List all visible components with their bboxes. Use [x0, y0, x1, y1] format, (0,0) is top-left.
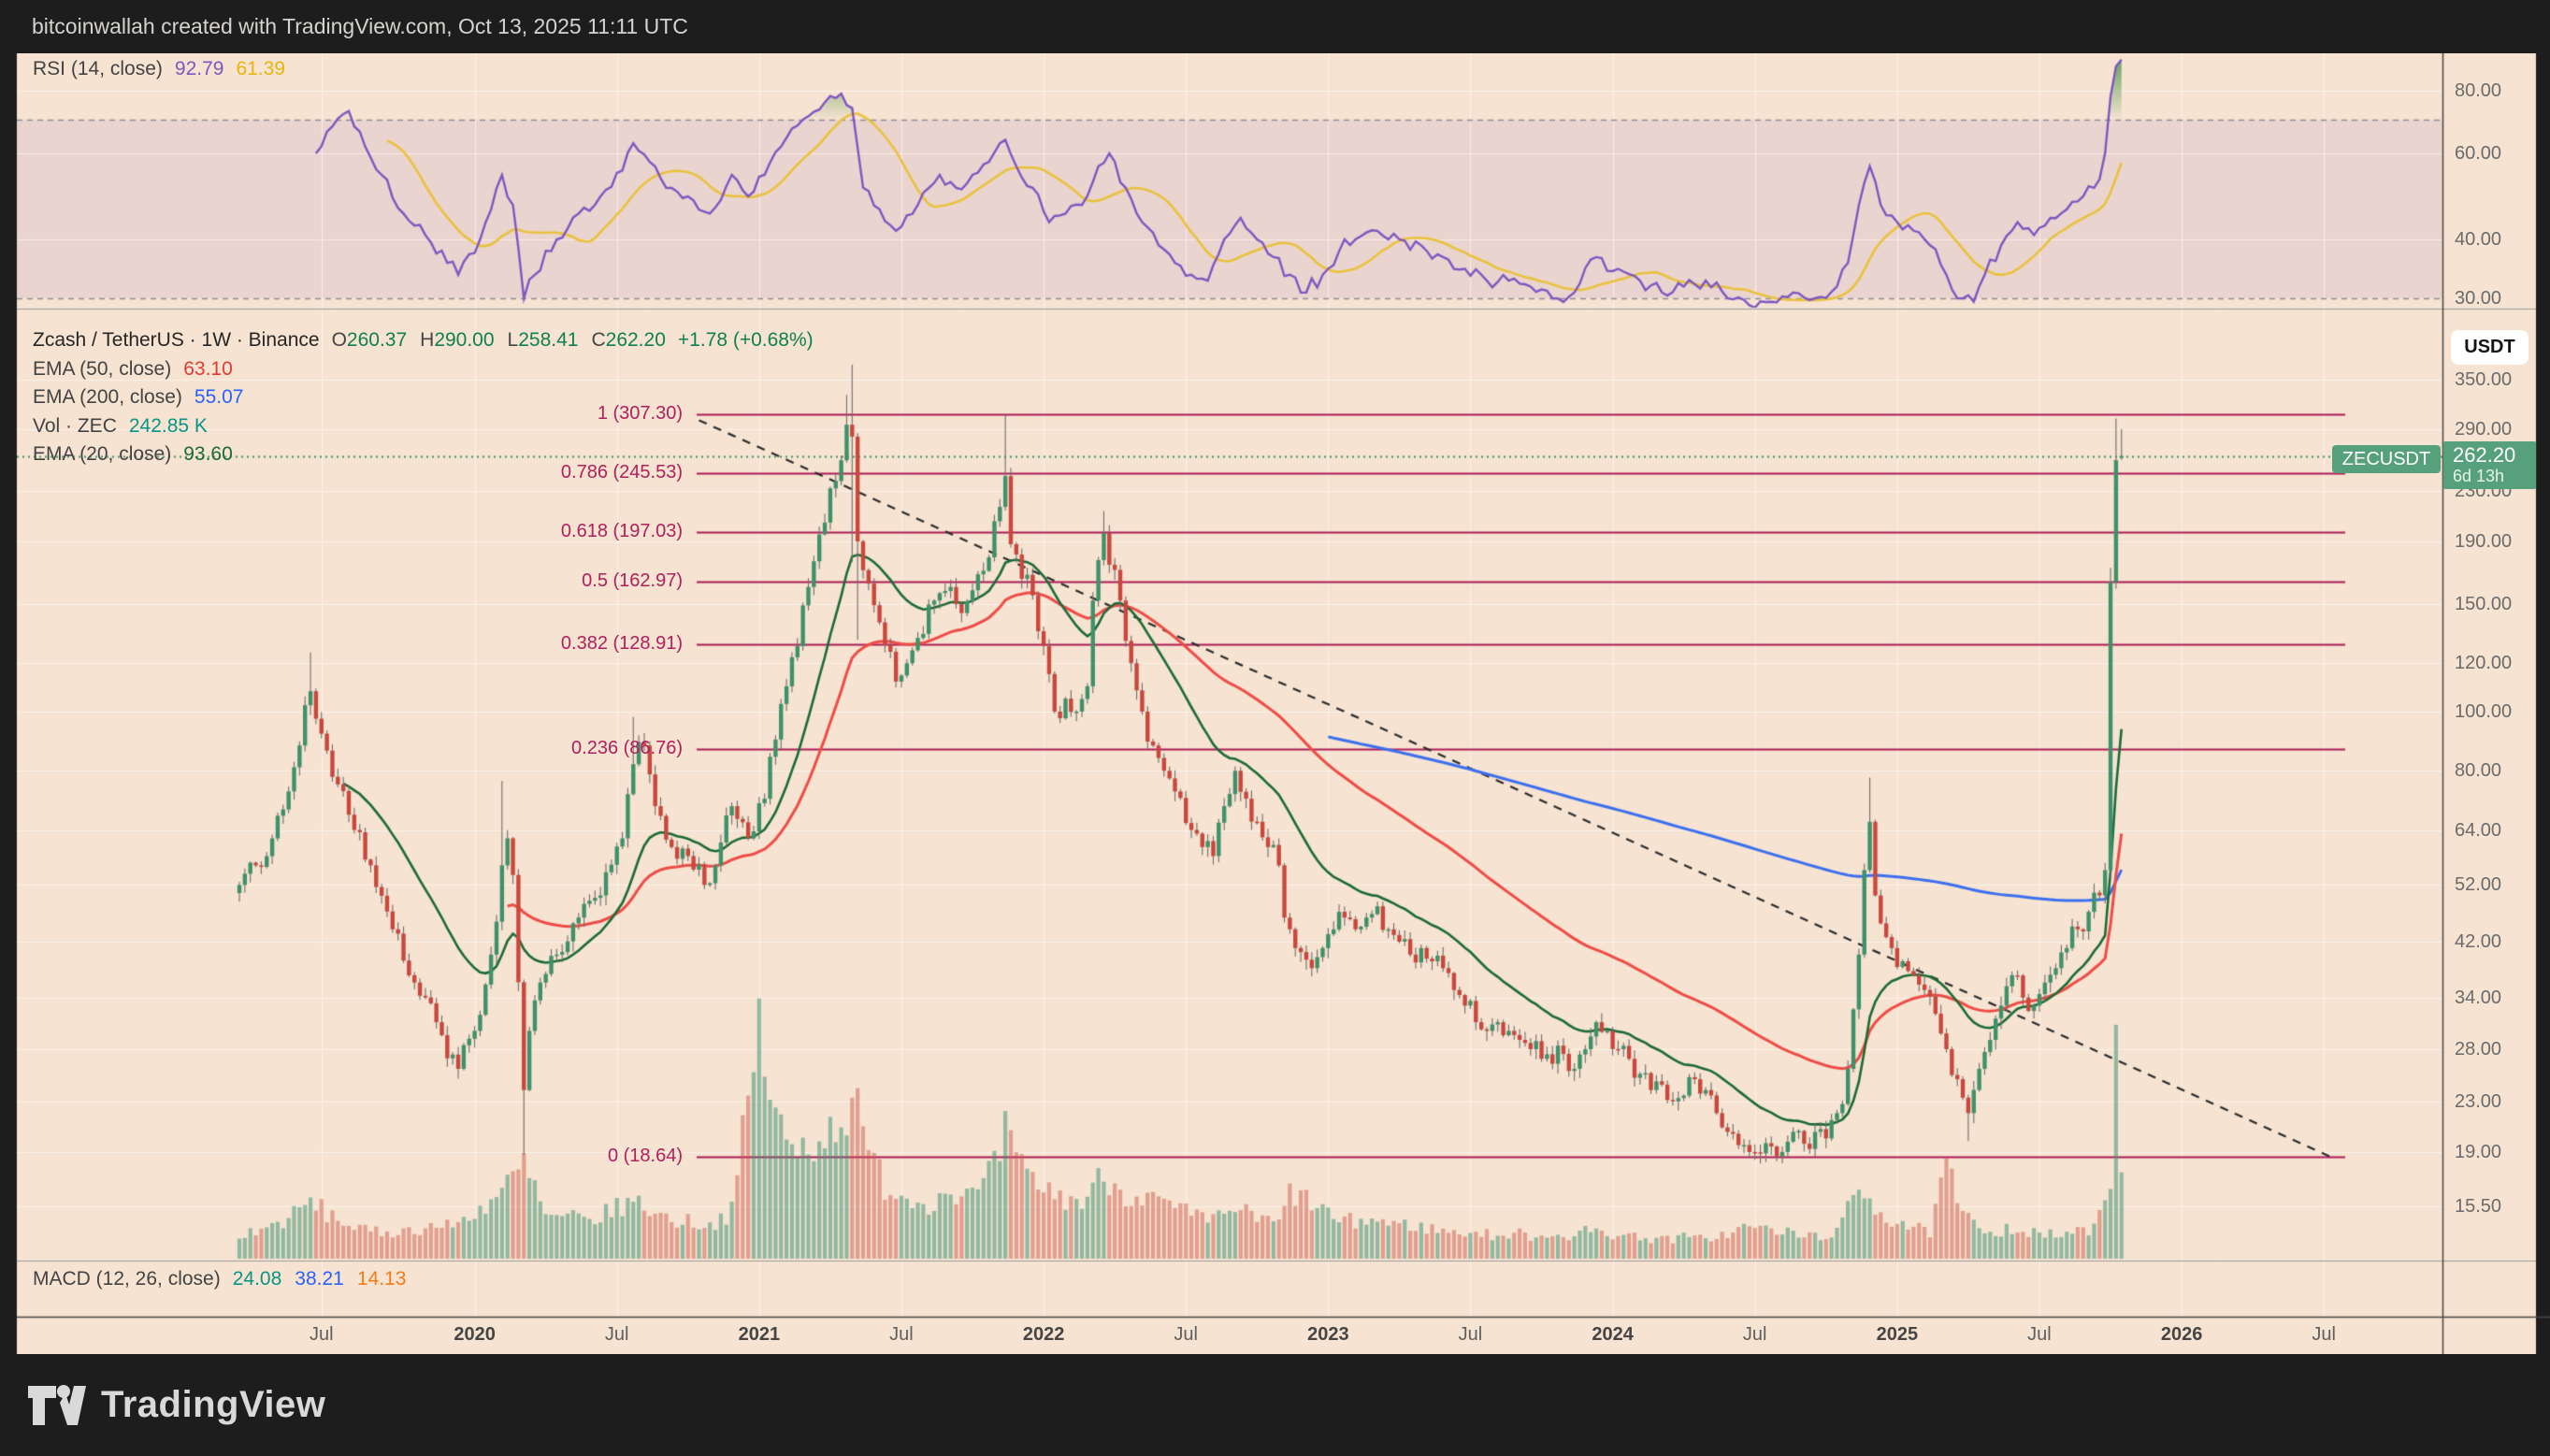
symbol-price-label-text: ZECUSDT [2341, 448, 2431, 469]
fib-level-label: 0.236 (86.76) [571, 738, 683, 759]
ohlc-value: H290.00 [420, 329, 495, 351]
tradingview-logo-icon[interactable] [28, 1382, 86, 1429]
ohlc-value: O260.37 [331, 329, 408, 351]
rsi-ma-value: 61.39 [236, 58, 286, 79]
time-axis-label: 2026 [2160, 1324, 2203, 1345]
time-axis-label: Jul [2027, 1324, 2052, 1345]
indicator-legend-value: 63.10 [183, 358, 233, 380]
rsi-value: 92.79 [174, 58, 224, 79]
time-axis-label: 2020 [454, 1324, 496, 1345]
price-scale-label: 15.50 [2455, 1195, 2502, 1217]
price-scale-label: 28.00 [2455, 1038, 2502, 1060]
fib-level-label: 0.786 (245.53) [560, 462, 683, 483]
price-scale-label: 34.00 [2455, 987, 2502, 1008]
price-scale-label: 350.00 [2455, 368, 2513, 390]
price-scale-label: 80.00 [2455, 760, 2502, 782]
price-scale-label: 52.00 [2455, 874, 2502, 896]
indicator-legend-label: Vol · ZEC [33, 414, 117, 437]
rsi-scale-label: 60.00 [2455, 143, 2502, 164]
fib-level-label: 0.5 (162.97) [582, 570, 683, 592]
tradingview-wordmark[interactable]: TradingView [101, 1384, 326, 1425]
macd-value: 24.08 [232, 1268, 282, 1290]
time-axis-label: Jul [889, 1324, 914, 1345]
change-value: +1.78 (+0.68%) [677, 329, 814, 351]
brand-bar: TradingView [0, 1354, 2550, 1456]
currency-toggle-label: USDT [2464, 337, 2515, 357]
indicator-legend-row[interactable]: EMA (200, close) 55.07 [33, 386, 243, 409]
currency-toggle-button[interactable]: USDT [2451, 330, 2528, 365]
rsi-legend-title: RSI (14, close) [33, 58, 163, 79]
indicator-legend-value: 55.07 [194, 386, 244, 409]
indicator-legend-row[interactable]: EMA (20, close) 93.60 [33, 443, 233, 466]
indicator-legend-row[interactable]: Vol · ZEC 242.85 K [33, 415, 208, 438]
price-scale-label: 100.00 [2455, 700, 2513, 722]
rsi-legend[interactable]: RSI (14, close) 92.79 61.39 [33, 58, 285, 80]
price-scale-label: 42.00 [2455, 930, 2502, 952]
price-scale-label: 190.00 [2455, 530, 2513, 552]
price-scale-label: 290.00 [2455, 419, 2513, 440]
fib-level-label: 1 (307.30) [597, 402, 683, 424]
time-axis-label: Jul [2312, 1324, 2337, 1345]
rsi-scale-label: 80.00 [2455, 80, 2502, 101]
symbol-title: Zcash / TetherUS · 1W · Binance [33, 329, 320, 351]
indicator-legend-value: 93.60 [183, 442, 233, 465]
fib-level-label: 0 (18.64) [607, 1146, 683, 1167]
macd-value: 14.13 [356, 1268, 407, 1290]
price-scale-label: 150.00 [2455, 593, 2513, 614]
time-axis-label: 2024 [1592, 1324, 1634, 1345]
time-axis-label: 2021 [738, 1324, 781, 1345]
bar-countdown: 6d 13h [2453, 467, 2505, 485]
time-axis-label: 2025 [1876, 1324, 1919, 1345]
attribution-text: bitcoinwallah created with TradingView.c… [32, 14, 688, 38]
price-scale-label: 120.00 [2455, 653, 2513, 674]
symbol-price-label: ZECUSDT [2332, 445, 2441, 473]
last-price-badge: 262.20 6d 13h [2443, 441, 2536, 489]
macd-value: 38.21 [295, 1268, 344, 1290]
price-scale-label: 64.00 [2455, 819, 2502, 841]
time-axis-label: Jul [604, 1324, 629, 1345]
indicator-legend-label: EMA (200, close) [33, 386, 182, 409]
ohlc-value: L258.41 [507, 329, 579, 351]
time-axis-label: Jul [1458, 1324, 1483, 1345]
fib-level-label: 0.618 (197.03) [560, 520, 683, 541]
attribution-bar: bitcoinwallah created with TradingView.c… [0, 0, 2550, 53]
time-axis-label: Jul [1174, 1324, 1199, 1345]
time-axis-label: 2022 [1022, 1324, 1065, 1345]
ohlc-values: O260.37 H290.00 L258.41 C262.20 [332, 329, 666, 352]
macd-values: 24.08 38.21 14.13 [233, 1268, 407, 1290]
symbol-legend[interactable]: Zcash / TetherUS · 1W · Binance O260.37 H… [33, 329, 814, 352]
rsi-scale-label: 40.00 [2455, 229, 2502, 250]
indicator-legend-row[interactable]: EMA (50, close) 63.10 [33, 358, 233, 381]
indicator-legend-label: EMA (50, close) [33, 358, 172, 380]
time-axis-label: 2023 [1307, 1324, 1349, 1345]
last-price-value: 262.20 [2453, 443, 2516, 467]
ohlc-value: C262.20 [591, 329, 666, 351]
indicator-legend-value: 242.85 K [128, 414, 208, 437]
price-scale-label: 23.00 [2455, 1090, 2502, 1112]
indicator-legend-label: EMA (20, close) [33, 442, 172, 465]
macd-legend[interactable]: MACD (12, 26, close) 24.08 38.21 14.13 [33, 1268, 406, 1290]
fib-level-label: 0.382 (128.91) [560, 632, 683, 654]
macd-legend-title: MACD (12, 26, close) [33, 1268, 221, 1290]
time-axis-label: Jul [309, 1324, 334, 1345]
rsi-scale-label: 30.00 [2455, 288, 2502, 309]
price-scale-label: 19.00 [2455, 1141, 2502, 1162]
time-axis-label: Jul [1742, 1324, 1767, 1345]
